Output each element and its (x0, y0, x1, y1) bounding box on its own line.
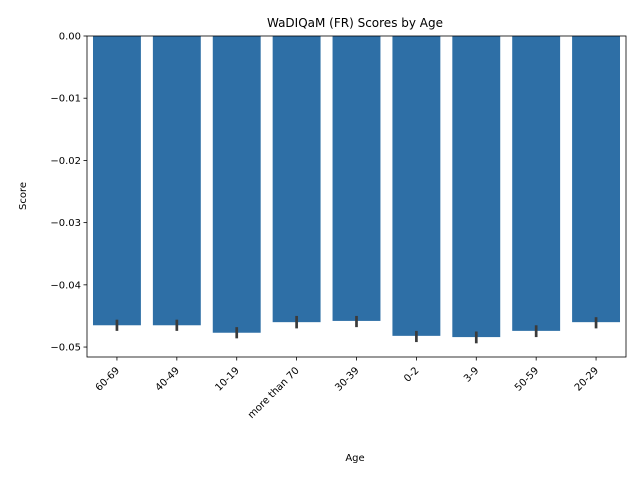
chart-title: WaDIQaM (FR) Scores by Age (267, 16, 443, 30)
y-tick-label: −0.05 (50, 343, 81, 354)
bar-20-29 (572, 36, 621, 323)
y-tick-label: −0.04 (50, 280, 81, 291)
x-tick-label: 50-59 (513, 365, 541, 393)
bar-40-49 (152, 36, 201, 326)
bar-50-59 (512, 36, 561, 331)
bar-60-69 (92, 36, 141, 326)
y-tick-label: −0.02 (50, 156, 81, 167)
bar-10-19 (212, 36, 261, 333)
y-axis-label: Score (18, 182, 29, 210)
bar-0-2 (392, 36, 441, 336)
x-tick-label: 30-39 (333, 365, 361, 393)
x-tick-label: 20-29 (573, 365, 601, 393)
x-tick-label: 10-19 (214, 365, 242, 393)
x-tick-label: 3-9 (462, 365, 481, 384)
bar-30-39 (332, 36, 381, 321)
y-tick-label: −0.01 (50, 94, 81, 105)
x-tick-label: 40-49 (154, 365, 182, 393)
y-tick-label: 0.00 (59, 32, 81, 43)
bar-3-9 (452, 36, 501, 338)
x-tick-label: more than 70 (246, 365, 302, 421)
x-tick-label: 0-2 (402, 365, 421, 384)
x-tick-label: 60-69 (94, 365, 122, 393)
bar-more-than-70 (272, 36, 321, 323)
x-axis-label: Age (345, 453, 364, 464)
y-tick-label: −0.03 (50, 218, 81, 229)
